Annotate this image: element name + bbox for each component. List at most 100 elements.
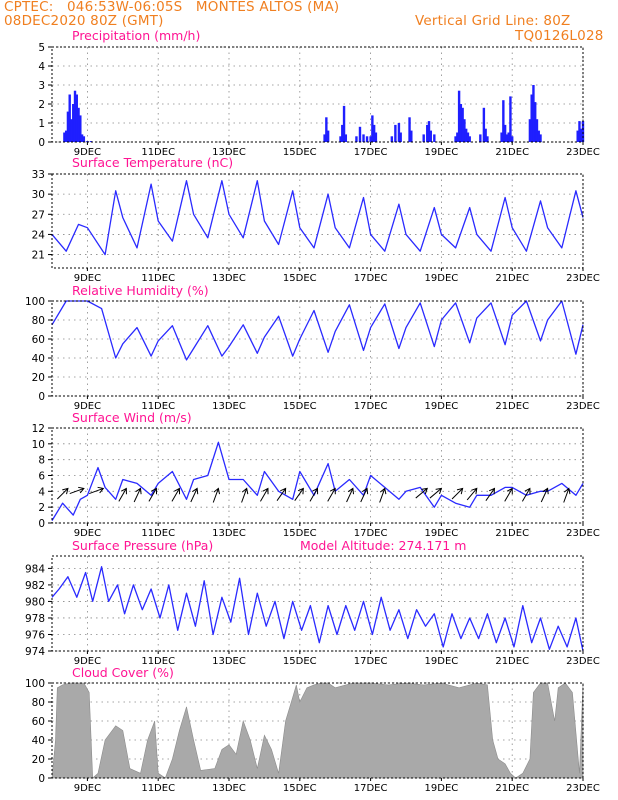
xtick-label-press: 17DEC <box>354 656 388 667</box>
wind-vector-arrow <box>56 487 69 500</box>
ytick-label-rh: 100 <box>25 296 45 308</box>
precip-bar <box>426 124 429 142</box>
panel-cloud: Cloud Cover (%) 0 20 40 60 80 100 9DEC 11DEC 13DE… <box>25 665 600 794</box>
ytick-label-press: 980 <box>25 596 45 608</box>
precip-bar <box>456 132 459 142</box>
wind-vector-arrow <box>260 487 269 502</box>
header-date: 08DEC2020 80Z (GMT) <box>4 13 164 29</box>
ytick-label-rh: 20 <box>32 372 45 384</box>
wind-vector-arrow <box>327 487 336 502</box>
panel-precip: Precipitation (mm/h) 0 1 2 3 4 5 9DEC 11DEC 13DEC… <box>38 28 600 158</box>
precip-bar <box>358 126 362 142</box>
xtick-label-wind: 11DEC <box>141 528 175 539</box>
press-series-line <box>51 566 584 652</box>
ytick-label-rh: 80 <box>32 315 45 327</box>
xtick-label-temp: 15DEC <box>283 273 317 284</box>
precip-bar <box>530 94 533 142</box>
precip-bar <box>362 134 365 142</box>
panel-temp: Surface Temperature (nC) 21 24 27 30 33 9DEC 11… <box>32 155 600 284</box>
precip-bar <box>341 124 344 142</box>
ytick-label-temp: 30 <box>32 189 45 201</box>
xtick-label-precip: 21DEC <box>495 147 529 158</box>
precip-bar <box>64 130 68 142</box>
xtick-label-temp: 17DEC <box>354 273 388 284</box>
precip-bar <box>433 134 436 142</box>
precip-bar <box>66 111 70 142</box>
ytick-label-press: 984 <box>25 563 45 575</box>
ytick-label-rh: 40 <box>32 353 45 365</box>
xtick-label-precip: 11DEC <box>141 147 175 158</box>
ytick-label-wind: 4 <box>38 486 45 498</box>
xtick-label-press: 15DEC <box>283 656 317 667</box>
precip-bar <box>410 130 413 142</box>
xtick-label-precip: 23DEC <box>566 147 600 158</box>
xtick-label-cloud: 15DEC <box>283 783 317 794</box>
wind-vector-arrow <box>379 487 387 503</box>
panel-title-rh: Relative Humidity (%) <box>72 283 209 298</box>
xtick-label-press: 21DEC <box>495 656 529 667</box>
precip-bar <box>80 134 84 142</box>
xtick-label-precip: 9DEC <box>74 147 101 158</box>
precip-bar <box>539 134 542 142</box>
ytick-label-press: 974 <box>25 646 45 658</box>
panel-title-cloud: Cloud Cover (%) <box>72 665 174 680</box>
ytick-label-temp: 27 <box>32 209 45 221</box>
precip-bar <box>537 130 540 142</box>
precip-bar <box>581 121 585 142</box>
xtick-label-press: 23DEC <box>566 656 600 667</box>
wind-series-line <box>51 441 584 521</box>
panel-frame-temp <box>51 173 584 269</box>
precip-bar <box>463 119 466 142</box>
precip-bar <box>576 130 579 142</box>
wind-vector-arrow <box>415 487 428 499</box>
panel-press: Surface Pressure (hPa) Model Altitude: 27… <box>25 538 600 667</box>
precip-bar <box>505 134 509 142</box>
xtick-label-press: 19DEC <box>425 656 459 667</box>
precip-bar <box>482 107 486 142</box>
precip-bar <box>509 96 512 142</box>
precip-bar <box>486 136 489 142</box>
panel-wind: Surface Wind (m/s) 0 2 4 6 8 10 12 9DEC 11DEC 13DE… <box>32 410 600 539</box>
panel-frame-press <box>51 555 584 652</box>
precip-bar <box>578 121 581 142</box>
xtick-label-rh: 17DEC <box>354 401 388 412</box>
xtick-label-cloud: 11DEC <box>141 783 175 794</box>
ytick-label-press: 978 <box>25 613 45 625</box>
wind-vector-arrow <box>69 486 85 495</box>
precip-bar <box>323 134 326 142</box>
precip-bar <box>535 119 539 142</box>
ytick-label-rh: 60 <box>32 334 45 346</box>
precip-bar <box>394 124 397 142</box>
ytick-label-temp: 24 <box>32 229 46 241</box>
xtick-label-wind: 13DEC <box>212 528 246 539</box>
precip-bar <box>63 132 66 142</box>
precip-bar <box>464 128 468 142</box>
ytick-label-precip: 1 <box>38 118 45 130</box>
xtick-label-rh: 13DEC <box>212 401 246 412</box>
xtick-label-rh: 19DEC <box>425 401 459 412</box>
wind-vector-arrow <box>212 487 220 503</box>
precip-bar <box>422 134 425 142</box>
wind-vector-arrow <box>241 487 249 503</box>
precip-bar <box>466 132 470 142</box>
wind-vector-arrow <box>540 487 549 503</box>
precip-bar <box>459 104 463 142</box>
precip-bar <box>70 119 73 142</box>
precip-bar <box>399 132 402 142</box>
wind-vector-arrow <box>118 487 127 502</box>
wind-vector-arrow <box>276 487 287 501</box>
ytick-label-wind: 6 <box>38 471 45 483</box>
panel-frame-cloud <box>51 682 584 779</box>
panel-title-wind: Surface Wind (m/s) <box>72 410 192 425</box>
ytick-label-wind: 12 <box>32 423 45 435</box>
xtick-label-precip: 19DEC <box>425 147 459 158</box>
header-station: CPTEC: 046:53W-06:05S MONTES ALTOS (MA) <box>4 0 340 15</box>
rh-series-line <box>51 300 584 361</box>
ytick-label-cloud: 20 <box>32 754 45 766</box>
header-code: TQ0126L028 <box>515 28 604 44</box>
ytick-label-cloud: 40 <box>32 735 45 747</box>
precip-bar <box>479 134 482 142</box>
wind-vector-arrow <box>190 487 199 503</box>
precip-bar <box>355 136 358 142</box>
ytick-label-wind: 10 <box>32 439 45 451</box>
